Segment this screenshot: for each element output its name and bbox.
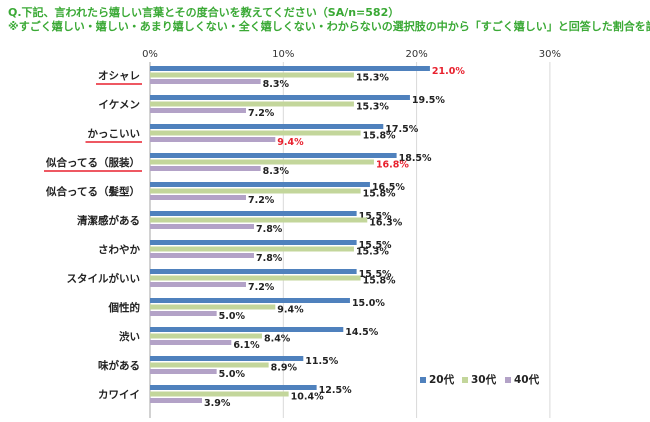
category-label: 似合ってる（服装） [45, 156, 140, 169]
bar-20代 [150, 153, 397, 158]
category-label: さわやか [98, 244, 140, 256]
category-label: 似合ってる（髪型） [45, 185, 140, 198]
bar-40代 [150, 79, 261, 84]
bar-30代 [150, 159, 374, 165]
category-label: スタイルがいい [67, 272, 141, 285]
bar-30代 [150, 333, 262, 339]
chart-title-question: Q.下記、言われたら嬉しい言葉とその度合いを教えてください（SA/n=582） [8, 6, 400, 19]
data-label: 15.8% [363, 276, 396, 287]
bar-20代 [150, 269, 357, 274]
data-label: 16.3% [369, 218, 402, 229]
legend-label: 40代 [514, 373, 540, 386]
bar-20代 [150, 327, 344, 332]
x-tick-label: 30% [539, 49, 561, 60]
bar-30代 [150, 304, 276, 310]
bar-40代 [150, 108, 246, 113]
bar-40代 [150, 224, 254, 229]
data-label: 15.3% [356, 73, 389, 84]
data-label: 7.2% [248, 195, 275, 206]
data-label: 15.5% [359, 269, 392, 280]
data-label: 12.5% [319, 385, 352, 396]
bar-20代 [150, 124, 384, 129]
bar-20代 [150, 385, 317, 390]
bar-30代 [150, 130, 361, 136]
data-label: 15.3% [356, 102, 389, 113]
bar-40代 [150, 253, 254, 258]
x-tick-label: 0% [142, 49, 158, 60]
data-label: 17.5% [385, 124, 418, 135]
data-label: 15.0% [352, 298, 385, 309]
bar-30代 [150, 275, 361, 281]
chart-title-note: ※すごく嬉しい・嬉しい・あまり嬉しくない・全く嬉しくない・わからないの選択肢の中… [8, 20, 650, 33]
bar-20代 [150, 356, 304, 361]
bar-30代 [150, 246, 354, 252]
category-label: オシャレ [98, 70, 140, 82]
data-label: 11.5% [305, 356, 338, 367]
data-label: 7.8% [256, 224, 283, 235]
data-label: 18.5% [399, 153, 432, 164]
bar-20代 [150, 95, 410, 100]
bar-30代 [150, 101, 354, 107]
bar-20代 [150, 211, 357, 216]
bar-40代 [150, 195, 246, 200]
data-label: 6.1% [233, 340, 260, 351]
category-label: カワイイ [98, 389, 140, 401]
bar-30代 [150, 391, 289, 397]
data-label: 7.2% [248, 108, 275, 119]
data-label: 16.5% [372, 182, 405, 193]
data-label: 14.5% [345, 327, 378, 338]
category-label: 個性的 [108, 301, 141, 314]
data-label: 16.8% [376, 160, 409, 171]
data-label: 8.3% [263, 166, 290, 177]
bar-40代 [150, 369, 217, 374]
data-label: 19.5% [412, 95, 445, 106]
legend-swatch [462, 377, 468, 383]
bar-30代 [150, 217, 368, 223]
data-label: 8.9% [271, 363, 298, 374]
x-tick-label: 10% [272, 49, 294, 60]
bar-20代 [150, 240, 357, 245]
category-label: イケメン [98, 99, 140, 111]
bar-40代 [150, 137, 276, 142]
legend-label: 20代 [429, 373, 455, 386]
data-label: 21.0% [432, 66, 465, 77]
bar-20代 [150, 66, 430, 71]
data-label: 10.4% [291, 392, 324, 403]
data-label: 15.5% [359, 211, 392, 222]
data-label: 15.8% [363, 189, 396, 200]
data-label: 8.4% [264, 334, 291, 345]
data-label: 9.4% [277, 305, 304, 316]
chart-title: Q.下記、言われたら嬉しい言葉とその度合いを教えてください（SA/n=582） … [8, 6, 650, 36]
data-label: 5.0% [219, 369, 246, 380]
data-label: 7.2% [248, 282, 275, 293]
data-label: 9.4% [277, 137, 304, 148]
bar-30代 [150, 72, 354, 78]
bar-20代 [150, 182, 370, 187]
bar-30代 [150, 188, 361, 194]
bar-40代 [150, 166, 261, 171]
data-label: 3.9% [204, 398, 231, 409]
bar-40代 [150, 311, 217, 316]
data-label: 7.8% [256, 253, 283, 264]
data-label: 15.8% [363, 131, 396, 142]
legend-label: 30代 [471, 373, 497, 386]
data-label: 5.0% [219, 311, 246, 322]
bar-40代 [150, 398, 202, 403]
data-label: 8.3% [263, 79, 290, 90]
bar-30代 [150, 362, 269, 368]
category-label: 味がある [98, 359, 140, 372]
category-label: かっこいい [88, 128, 141, 140]
legend-swatch [420, 377, 426, 383]
x-tick-label: 20% [405, 49, 427, 60]
legend-swatch [505, 377, 511, 383]
bar-40代 [150, 282, 246, 287]
data-label: 15.3% [356, 247, 389, 258]
category-label: 渋い [119, 330, 140, 343]
bar-20代 [150, 298, 350, 303]
data-label: 15.5% [359, 240, 392, 251]
bar-40代 [150, 340, 232, 345]
category-label: 清潔感がある [77, 214, 140, 227]
